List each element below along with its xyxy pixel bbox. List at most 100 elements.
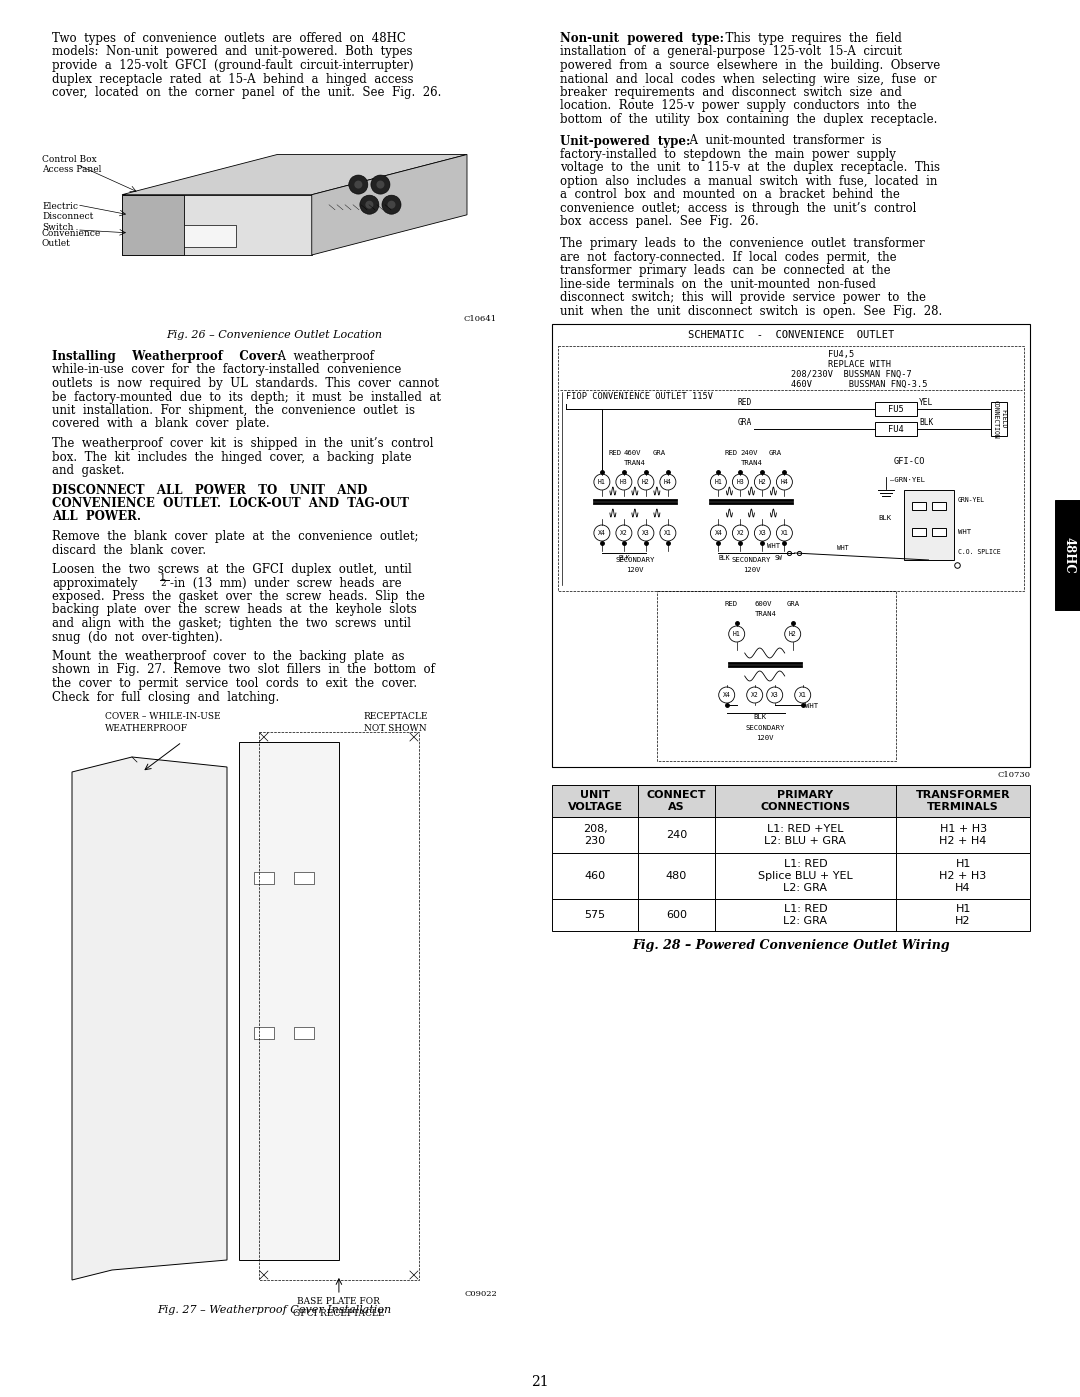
Text: GRA: GRA: [786, 601, 800, 608]
Text: 240V: 240V: [741, 450, 758, 455]
Text: SW: SW: [774, 555, 782, 562]
Text: breaker  requirements  and  disconnect  switch  size  and: breaker requirements and disconnect swit…: [561, 87, 902, 99]
Text: X3: X3: [758, 529, 767, 536]
Text: 600V: 600V: [755, 601, 772, 608]
Circle shape: [746, 687, 762, 703]
Text: WHT: WHT: [768, 543, 781, 549]
Bar: [552, 324, 1030, 767]
Circle shape: [777, 474, 793, 490]
Text: WEATHERPROOF: WEATHERPROOF: [106, 724, 189, 733]
Text: Two  types  of  convenience  outlets  are  offered  on  48HC: Two types of convenience outlets are off…: [52, 32, 406, 45]
Text: GFI-CO: GFI-CO: [893, 457, 924, 467]
Text: unit  when  the  unit  disconnect  switch  is  open.  See  Fig.  28.: unit when the unit disconnect switch is …: [561, 305, 942, 317]
Text: line-side  terminals  on  the  unit-mounted  non-fused: line-side terminals on the unit-mounted …: [561, 278, 876, 291]
Text: 1: 1: [160, 574, 165, 583]
Text: C.O. SPLICE: C.O. SPLICE: [958, 549, 1000, 555]
Circle shape: [616, 474, 632, 490]
Text: snug  (do  not  over-tighten).: snug (do not over-tighten).: [52, 630, 222, 644]
Text: X2: X2: [737, 529, 744, 536]
Text: C10641: C10641: [464, 314, 497, 323]
Bar: [254, 1027, 274, 1039]
Text: 240: 240: [665, 830, 687, 840]
Bar: [552, 900, 1030, 930]
Bar: [912, 528, 926, 536]
Text: FIELD
CONNECTION: FIELD CONNECTION: [993, 400, 1005, 439]
Text: national  and  local  codes  when  selecting  wire  size,  fuse  or: national and local codes when selecting …: [561, 73, 936, 85]
Text: -in  (13  mm)  under  screw  heads  are: -in (13 mm) under screw heads are: [170, 577, 402, 590]
Text: location.  Route  125-v  power  supply  conductors  into  the: location. Route 125-v power supply condu…: [561, 99, 917, 113]
Text: outlets  is  now  required  by  UL  standards.  This  cover  cannot: outlets is now required by UL standards.…: [52, 377, 438, 390]
Circle shape: [388, 201, 395, 208]
Text: BLK: BLK: [919, 418, 933, 427]
Text: SCHEMATIC  -  CONVENIENCE  OUTLET: SCHEMATIC - CONVENIENCE OUTLET: [688, 330, 894, 339]
Text: The  primary  leads  to  the  convenience  outlet  transformer: The primary leads to the convenience out…: [561, 237, 924, 250]
Text: Fig. 28 – Powered Convenience Outlet Wiring: Fig. 28 – Powered Convenience Outlet Wir…: [632, 939, 949, 951]
Text: shown  in  Fig.  27.  Remove  two  slot  fillers  in  the  bottom  of: shown in Fig. 27. Remove two slot filler…: [52, 664, 435, 676]
Circle shape: [718, 687, 734, 703]
Text: X1: X1: [781, 529, 788, 536]
Text: SECONDARY: SECONDARY: [732, 557, 771, 563]
Text: discard  the  blank  cover.: discard the blank cover.: [52, 543, 206, 556]
Text: voltage  to  the  unit  to  115-v  at  the  duplex  receptacle.  This: voltage to the unit to 115-v at the dupl…: [561, 162, 940, 175]
Text: DISCONNECT   ALL   POWER   TO   UNIT   AND: DISCONNECT ALL POWER TO UNIT AND: [52, 483, 367, 496]
Text: ALL  POWER.: ALL POWER.: [52, 510, 141, 524]
Text: box.  The  kit  includes  the  hinged  cover,  a  backing  plate: box. The kit includes the hinged cover, …: [52, 450, 411, 464]
Text: unit  installation.  For  shipment,  the  convenience  outlet  is: unit installation. For shipment, the con…: [52, 404, 415, 416]
Text: approximately: approximately: [52, 577, 137, 590]
Polygon shape: [312, 155, 467, 256]
Text: BLK: BLK: [878, 515, 892, 521]
Circle shape: [638, 525, 653, 541]
Text: BLK: BLK: [618, 555, 630, 562]
Text: RED: RED: [608, 450, 622, 455]
Bar: [1055, 500, 1080, 610]
Polygon shape: [72, 757, 227, 1280]
Text: L1: RED +YEL
L2: BLU + GRA: L1: RED +YEL L2: BLU + GRA: [765, 824, 847, 845]
Text: SECONDARY: SECONDARY: [616, 557, 654, 563]
Circle shape: [594, 474, 610, 490]
Text: Mount  the  weatherproof  cover  to  the  backing  plate  as: Mount the weatherproof cover to the back…: [52, 650, 405, 664]
Bar: [239, 742, 339, 1260]
Text: bottom  of  the  utility  box  containing  the  duplex  receptacle.: bottom of the utility box containing the…: [561, 113, 937, 126]
Text: BASE PLATE FOR: BASE PLATE FOR: [297, 1296, 380, 1306]
Text: A  unit-mounted  transformer  is: A unit-mounted transformer is: [681, 134, 881, 148]
Text: X4: X4: [598, 529, 606, 536]
Bar: [552, 817, 1030, 854]
Text: H2: H2: [758, 479, 767, 485]
Text: BLK: BLK: [718, 555, 730, 562]
Text: 120V: 120V: [756, 735, 773, 740]
Text: H2: H2: [788, 631, 797, 637]
Text: RED: RED: [738, 398, 752, 407]
Text: REPLACE WITH: REPLACE WITH: [828, 360, 891, 369]
Text: GRA: GRA: [769, 450, 782, 455]
Text: 120V: 120V: [626, 567, 644, 573]
Circle shape: [377, 180, 384, 189]
Text: Fig. 27 – Weatherproof Cover Installation: Fig. 27 – Weatherproof Cover Installatio…: [157, 1305, 391, 1315]
Text: powered  from  a  source  elsewhere  in  the  building.  Observe: powered from a source elsewhere in the b…: [561, 59, 941, 73]
Text: H3: H3: [620, 479, 627, 485]
Text: X1: X1: [799, 692, 807, 698]
Text: factory-installed  to  stepdown  the  main  power  supply: factory-installed to stepdown the main p…: [561, 148, 896, 161]
Text: 460V: 460V: [624, 450, 642, 455]
Bar: [552, 854, 1030, 900]
Circle shape: [616, 525, 632, 541]
Text: FU4: FU4: [888, 425, 904, 433]
Bar: [912, 502, 926, 510]
Circle shape: [660, 474, 676, 490]
Text: UNIT
VOLTAGE: UNIT VOLTAGE: [567, 791, 622, 812]
Text: TRAN4: TRAN4: [624, 460, 646, 467]
Text: models:  Non-unit  powered  and  unit-powered.  Both  types: models: Non-unit powered and unit-powere…: [52, 46, 413, 59]
Text: —GRN·YEL: —GRN·YEL: [890, 476, 924, 483]
Text: H1: H1: [598, 479, 606, 485]
Text: YEL: YEL: [919, 398, 933, 407]
Text: FU5: FU5: [888, 405, 904, 414]
Text: 48HC: 48HC: [1063, 536, 1076, 573]
Text: H1
H2: H1 H2: [956, 904, 971, 926]
Text: TRANSFORMER
TERMINALS: TRANSFORMER TERMINALS: [916, 791, 1011, 812]
Text: Remove  the  blank  cover  plate  at  the  convenience  outlet;: Remove the blank cover plate at the conv…: [52, 529, 419, 543]
Text: X1: X1: [664, 529, 672, 536]
Text: C10730: C10730: [997, 771, 1030, 780]
Text: H2: H2: [642, 479, 650, 485]
Bar: [294, 1027, 314, 1039]
Circle shape: [354, 180, 363, 189]
Bar: [875, 422, 917, 436]
